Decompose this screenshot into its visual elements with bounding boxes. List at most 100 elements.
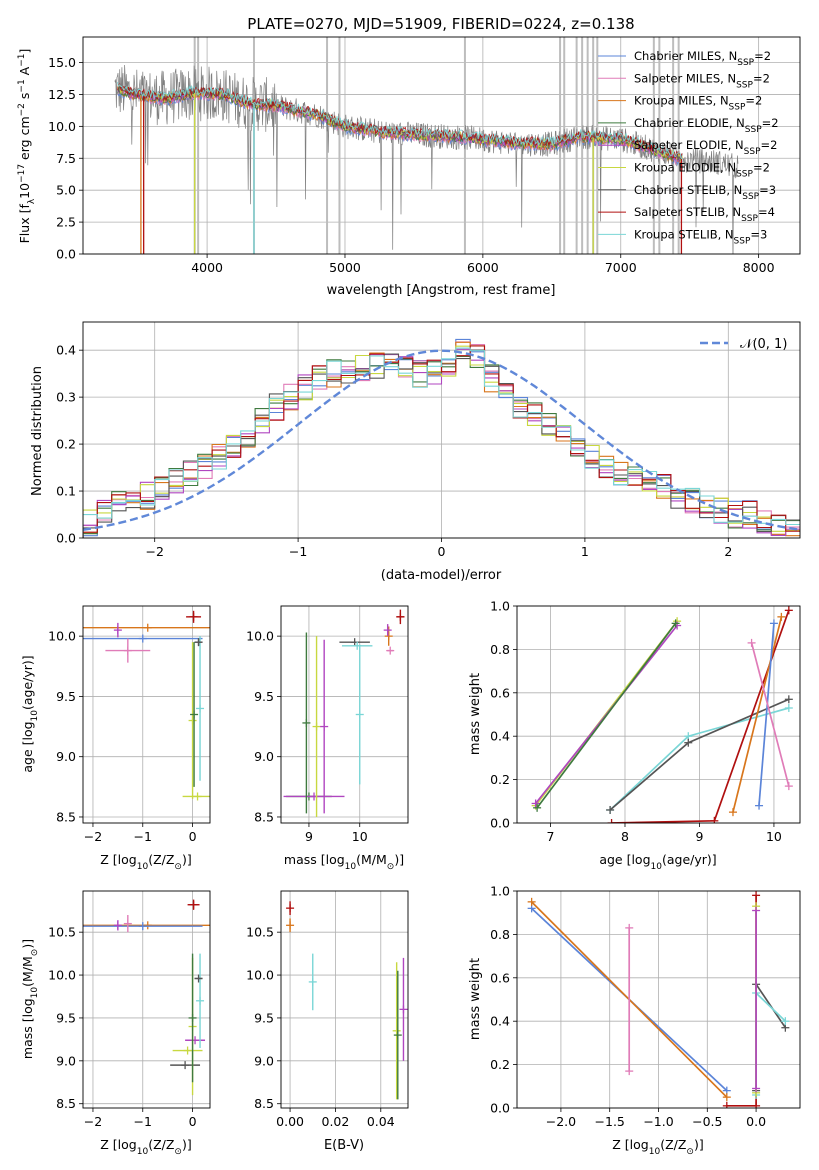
gridlines [83, 322, 800, 539]
legend-entry: Kroupa STELIB, NSSP=3 [634, 227, 767, 246]
y-tick-label: 0.0 [490, 1101, 510, 1116]
series-line [533, 619, 680, 812]
y-tick-label: 10.0 [246, 629, 274, 644]
series-line [752, 906, 761, 1093]
plot-area [527, 891, 790, 1108]
x-tick-label: 1 [581, 544, 589, 559]
plot-area [531, 606, 793, 823]
series-path [758, 623, 775, 806]
x-tick-label: 0 [189, 1114, 197, 1129]
y-tick-label: 10.0 [48, 119, 76, 134]
y-tick-label: 7.5 [56, 151, 76, 166]
x-tick-label: 0.0 [746, 1114, 766, 1129]
errorbar-point [308, 953, 317, 1011]
y-tick-label: 5.0 [56, 183, 76, 198]
plot-area [114, 37, 739, 254]
errorbar-point [188, 953, 197, 1083]
model-spectrum [117, 83, 683, 159]
gridlines [517, 890, 800, 1109]
errorbar-point [190, 642, 199, 787]
y-tick-label: 0.2 [490, 772, 510, 787]
gridlines [83, 891, 210, 1108]
x-axis-label: age [log10(age/yr)] [599, 852, 716, 872]
errorbar-point [188, 642, 197, 799]
y-tick-label: 0.4 [490, 1014, 510, 1029]
legend: Chabrier MILES, NSSP=2 Salpeter MILES, NS… [598, 49, 779, 246]
x-tick-label: −1 [134, 1114, 152, 1129]
errorbar-point [186, 610, 202, 623]
x-tick-label: 9 [305, 829, 313, 844]
errorbar-point [341, 641, 373, 650]
plot-area [83, 899, 210, 1096]
legend-entry: Salpeter MILES, NSSP=2 [634, 71, 770, 90]
errorbar-point [392, 962, 401, 1100]
errorbar-point [182, 792, 210, 801]
y-axis-label: age [log10(age/yr)] [20, 655, 40, 772]
series-line [722, 891, 761, 1108]
y-tick-label: 10.5 [246, 925, 274, 940]
errorbar-point [187, 899, 200, 910]
x-tick-label: 4000 [191, 260, 223, 275]
errorbar-point [105, 638, 151, 663]
y-tick-label: 15.0 [48, 55, 76, 70]
x-tick-label: 0 [438, 544, 446, 559]
x-tick-label: 6000 [467, 260, 499, 275]
x-tick-label: 5000 [329, 260, 361, 275]
axes-frame [82, 605, 211, 824]
y-tick-label: 8.5 [56, 809, 76, 824]
x-tick-label: 2 [724, 544, 732, 559]
errorbar-point [113, 920, 122, 931]
y-tick-label: 9.0 [56, 1053, 76, 1068]
histogram-step [83, 347, 800, 538]
x-tick-label: 0.02 [322, 1114, 350, 1129]
errorbar-point [384, 626, 393, 646]
y-axis-label: mass weight [468, 958, 483, 1040]
series-path [726, 895, 757, 1107]
y-tick-label: 0.4 [490, 729, 510, 744]
series-path [755, 991, 786, 1095]
chart-residuals: −2 −1 0 1 2 0.0 0.1 0.2 0.3 0.4 (data-model)/error… [30, 321, 801, 583]
legend-entry: Chabrier ELODIE, NSSP=2 [634, 116, 779, 135]
legend: 𝒩(0, 1) [700, 337, 787, 352]
y-tick-label: 12.5 [48, 87, 76, 102]
y-tick-label: 0.8 [490, 642, 510, 657]
y-tick-label: 9.5 [254, 689, 274, 704]
y-tick-label: 9.5 [56, 689, 76, 704]
x-axis-label: Z [log10(Z/Z⊙)] [100, 1137, 191, 1157]
legend-entry: Kroupa MILES, NSSP=2 [634, 94, 762, 113]
model-spectrum [117, 81, 683, 161]
x-axis-label: (data-model)/error [381, 568, 502, 583]
y-axis-label: mass [log10(M/M⊙)] [20, 939, 40, 1059]
legend-entry: Salpeter ELODIE, NSSP=2 [634, 138, 777, 157]
y-tick-label: 10.0 [246, 968, 274, 983]
series-path [732, 616, 783, 813]
x-tick-label: −1.0 [643, 1114, 673, 1129]
x-axis-label: wavelength [Angstrom, rest frame] [327, 283, 556, 298]
y-tick-label: 9.0 [254, 749, 274, 764]
y-tick-label: 0.2 [490, 1057, 510, 1072]
errorbar-point [83, 623, 210, 632]
x-tick-label: −2 [84, 1114, 102, 1129]
y-axis-label: Normed distribution [30, 366, 45, 496]
errorbar-point [399, 957, 408, 1061]
y-tick-label: 2.5 [56, 215, 76, 230]
x-tick-label: 9 [695, 829, 703, 844]
y-tick-label: 0.3 [56, 390, 76, 405]
errorbar-point [170, 1061, 201, 1070]
chart-weight_vs_Z: −2.0 −1.5 −1.0 −0.5 0.0 0.0 0.2 0.4 0.6 0.8 1.0 Z [… [468, 884, 801, 1157]
x-tick-label: −1.5 [595, 1114, 625, 1129]
y-tick-label: 10.0 [48, 968, 76, 983]
x-tick-label: 0.00 [276, 1114, 304, 1129]
chart-age_vs_mass: 9 10 8.5 9.0 9.5 10.0 mass [log10(M/M⊙)] [246, 605, 409, 872]
x-tick-label: −2 [145, 544, 163, 559]
axes-frame [82, 36, 801, 255]
chart-mass_vs_ebv: 0.00 0.02 0.04 8.5 9.0 9.5 10.0 10.5 E(B-V) [246, 890, 409, 1153]
chart-age_vs_Z: −2 −1 0 8.5 9.0 9.5 10.0 Z [log10(Z/Z⊙)] age [lo… [20, 605, 211, 872]
errorbar-point [194, 974, 203, 983]
x-tick-label: 7 [547, 829, 555, 844]
errorbar-point [383, 624, 392, 637]
ticks: −2 −1 0 8.5 9.0 9.5 10.0 [48, 629, 196, 844]
legend-entry: Chabrier MILES, NSSP=2 [634, 49, 771, 68]
errorbar-point [286, 918, 295, 933]
ticks: −2 −1 0 8.5 9.0 9.5 10.0 10.5 [48, 925, 196, 1129]
